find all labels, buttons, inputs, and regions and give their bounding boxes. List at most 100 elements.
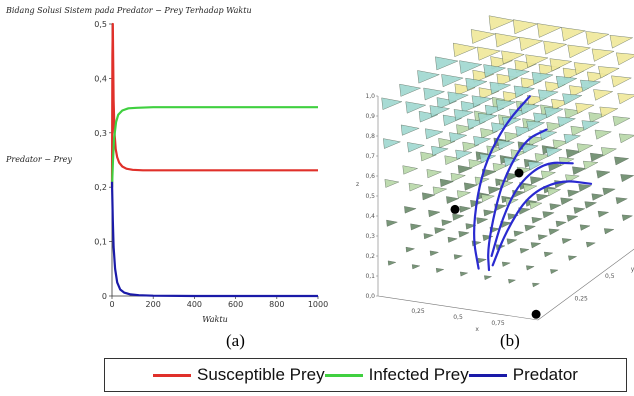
x-tick-label: 600 bbox=[228, 300, 243, 309]
field-arrow bbox=[482, 234, 494, 242]
field-arrow bbox=[561, 27, 586, 42]
x-tick-label: 200 bbox=[146, 300, 161, 309]
trajectory-3 bbox=[490, 161, 574, 257]
field-arrow bbox=[444, 155, 461, 165]
field-arrow bbox=[560, 197, 574, 205]
field-arrow bbox=[558, 157, 575, 167]
field-arrow bbox=[534, 153, 551, 163]
field-arrow bbox=[544, 107, 564, 119]
field-arrow bbox=[550, 269, 559, 274]
z-tick-label: 0,9 bbox=[365, 113, 375, 120]
field-arrow bbox=[561, 238, 573, 244]
field-arrow bbox=[457, 165, 473, 174]
field-arrow bbox=[527, 161, 544, 171]
field-arrow bbox=[566, 215, 579, 222]
field-arrow bbox=[565, 149, 582, 159]
z-axis-label: z bbox=[356, 181, 359, 188]
field-arrow bbox=[521, 143, 539, 154]
field-arrow bbox=[531, 72, 554, 85]
field-arrow bbox=[548, 228, 560, 236]
legend-item-susceptible: Susceptible Prey bbox=[153, 365, 325, 385]
field-arrow bbox=[618, 133, 634, 144]
field-arrow bbox=[450, 172, 467, 182]
field-arrow bbox=[575, 102, 595, 114]
field-arrow bbox=[405, 246, 416, 253]
field-arrow bbox=[488, 15, 515, 31]
field-arrow bbox=[520, 103, 541, 115]
y-tick-label: 0,5 bbox=[605, 273, 615, 280]
field-arrow bbox=[425, 128, 444, 140]
field-arrow bbox=[441, 219, 453, 226]
field-arrow bbox=[471, 95, 493, 108]
field-arrow bbox=[580, 79, 602, 92]
field-arrow bbox=[552, 139, 570, 150]
field-arrow bbox=[584, 201, 598, 209]
field-arrow bbox=[573, 62, 597, 75]
field-arrow bbox=[455, 149, 473, 160]
field-arrow bbox=[542, 211, 555, 219]
field-arrow bbox=[411, 264, 421, 270]
x-tick-label: 0,75 bbox=[491, 320, 505, 327]
field-arrow bbox=[602, 187, 616, 196]
field-arrow bbox=[468, 159, 485, 169]
field-arrow bbox=[621, 214, 634, 222]
field-arrow bbox=[489, 81, 512, 95]
field-arrow bbox=[423, 87, 446, 101]
field-arrow bbox=[616, 52, 634, 66]
field-arrow bbox=[585, 31, 610, 45]
y-axis-label: Predator − Prey bbox=[5, 155, 72, 164]
x-tick-label: 1000 bbox=[308, 300, 328, 309]
field-arrow bbox=[591, 193, 605, 201]
field-arrow bbox=[452, 213, 465, 221]
field-arrow bbox=[431, 145, 449, 157]
z-tick-label: 0,0 bbox=[365, 293, 375, 300]
field-arrow bbox=[547, 188, 562, 197]
field-arrow bbox=[609, 35, 634, 49]
x-tick-label: 0,5 bbox=[453, 314, 463, 321]
field-arrow bbox=[501, 261, 511, 267]
field-arrow bbox=[501, 50, 525, 65]
field-arrow bbox=[596, 170, 611, 179]
field-arrow bbox=[447, 236, 458, 243]
field-arrow bbox=[458, 231, 470, 238]
legend-swatch-infected bbox=[324, 373, 363, 377]
field-arrow bbox=[497, 139, 516, 151]
field-arrow bbox=[579, 224, 591, 231]
y-axis-line bbox=[537, 248, 634, 321]
x-axis-label: Waktu bbox=[202, 315, 228, 324]
field-arrow bbox=[402, 165, 419, 175]
legend-item-predator: Predator bbox=[468, 365, 578, 385]
field-arrow bbox=[530, 242, 542, 249]
field-arrow bbox=[540, 170, 557, 180]
x-axis-label: x bbox=[475, 326, 479, 333]
field-arrow bbox=[600, 147, 618, 157]
field-arrow bbox=[423, 233, 434, 240]
time-series-chart: Bidang Solusi Sistem pada Predator − Pre… bbox=[5, 6, 328, 324]
series-line-predator bbox=[110, 181, 318, 298]
field-arrow bbox=[477, 258, 487, 264]
z-tick-label: 0,1 bbox=[365, 273, 375, 280]
field-arrow bbox=[410, 223, 422, 231]
field-arrow bbox=[539, 130, 558, 141]
y-tick-label: 0,5 bbox=[94, 20, 107, 29]
z-tick-label: 0,2 bbox=[365, 253, 375, 260]
field-arrow bbox=[459, 205, 472, 213]
field-arrow bbox=[593, 89, 614, 101]
field-arrow bbox=[611, 75, 633, 88]
chart-title: Bidang Solusi Sistem pada Predator − Pre… bbox=[5, 6, 252, 15]
field-arrow bbox=[453, 109, 475, 121]
field-arrow bbox=[549, 203, 562, 211]
field-arrow bbox=[383, 138, 402, 149]
field-arrow bbox=[507, 68, 530, 82]
field-arrow bbox=[555, 75, 578, 89]
field-arrow bbox=[488, 186, 502, 195]
y-tick-label: 0,25 bbox=[575, 296, 589, 303]
field-arrow bbox=[545, 147, 563, 158]
x-tick-label: 800 bbox=[269, 300, 284, 309]
field-arrow bbox=[543, 40, 568, 55]
field-arrow bbox=[591, 48, 615, 62]
field-arrow bbox=[447, 91, 469, 104]
z-tick-label: 0,4 bbox=[365, 213, 375, 220]
field-arrow bbox=[446, 196, 460, 204]
field-arrow bbox=[480, 194, 496, 203]
